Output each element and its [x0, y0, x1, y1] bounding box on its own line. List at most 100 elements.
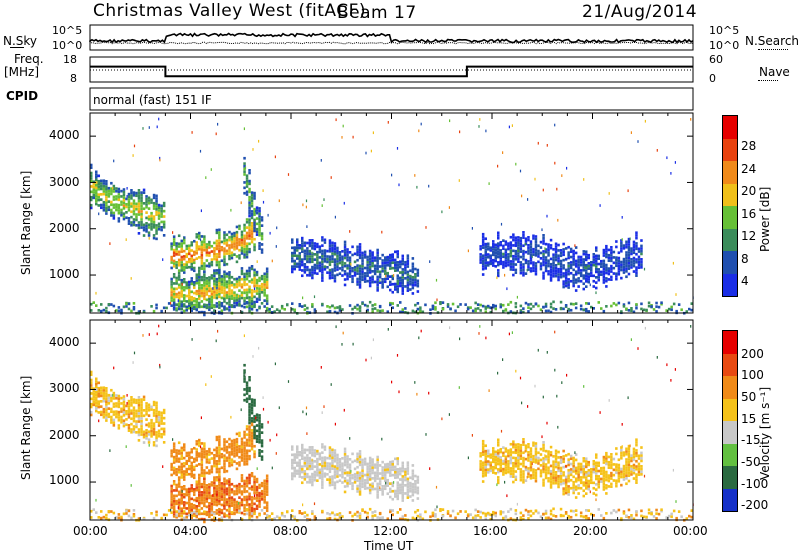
heatmap-cell — [250, 401, 254, 404]
heatmap-cell — [130, 409, 133, 413]
heatmap-cell — [527, 268, 530, 271]
heatmap-cell — [381, 264, 384, 268]
heatmap-cell — [183, 255, 186, 258]
heatmap-cell — [198, 476, 201, 480]
heatmap-cell — [240, 291, 244, 294]
heatmap-cell — [635, 478, 638, 482]
heatmap-cell — [293, 466, 297, 470]
heatmap-cell — [112, 413, 116, 416]
heatmap-cell — [579, 468, 583, 471]
heatmap-cell — [539, 308, 543, 312]
heatmap-cell — [376, 254, 379, 257]
heatmap-cell — [527, 445, 530, 449]
heatmap-cell — [620, 470, 623, 474]
heatmap-cell — [625, 452, 628, 456]
heatmap-cell — [605, 305, 608, 308]
heatmap-cell — [389, 482, 392, 485]
heatmap-cell — [376, 280, 379, 284]
heatmap-cell — [303, 254, 307, 258]
heatmap-cell — [296, 464, 299, 467]
heatmap-cell — [183, 249, 186, 253]
heatmap-cell — [190, 467, 194, 470]
heatmap-cell — [630, 266, 633, 269]
heatmap-cell — [585, 492, 588, 495]
heatmap-cell — [504, 251, 508, 254]
heatmap-cell — [258, 215, 261, 218]
heatmap-cell — [487, 449, 490, 453]
heatmap-cell — [620, 268, 623, 272]
heatmap-cell — [135, 422, 138, 426]
heatmap-cell — [406, 273, 410, 276]
heatmap-cell — [291, 241, 294, 244]
heatmap-cell — [97, 394, 101, 398]
heatmap-cell — [348, 269, 352, 273]
heatmap-cell — [572, 475, 575, 479]
heatmap-cell — [291, 246, 294, 250]
heatmap-cell — [542, 255, 545, 259]
heatmap-cell — [376, 256, 379, 260]
heatmap-cell — [527, 306, 530, 309]
heatmap-cell — [544, 248, 548, 251]
heatmap-cell — [235, 239, 239, 242]
heatmap-cell — [348, 463, 352, 467]
heatmap-cell — [296, 450, 299, 454]
heatmap-cell — [122, 207, 126, 210]
heatmap-cell — [376, 286, 379, 289]
heatmap-cell — [484, 242, 488, 246]
heatmap-cell — [248, 410, 251, 414]
heatmap-cell — [544, 250, 548, 254]
heatmap-cell — [564, 483, 568, 487]
heatmap-cell — [366, 269, 369, 272]
heatmap-cell — [250, 281, 254, 284]
heatmap-cell — [479, 452, 482, 455]
heatmap-cell — [361, 254, 364, 257]
heatmap-cell — [401, 268, 405, 271]
heatmap-cell — [306, 265, 309, 269]
heatmap-cell — [140, 215, 143, 219]
heatmap-cell — [522, 459, 525, 463]
chart-title: Christmas Valley West (fitACF) — [93, 1, 367, 21]
heatmap-cell — [296, 246, 299, 250]
heatmap-cell — [213, 293, 216, 297]
heatmap-cell — [341, 260, 344, 264]
heatmap-cell — [198, 444, 201, 447]
heatmap-cell — [600, 472, 603, 475]
heatmap-cell — [313, 451, 317, 455]
heatmap-cell — [250, 196, 254, 200]
heatmap-cell — [140, 207, 143, 211]
heatmap-cell — [155, 431, 158, 434]
heatmap-cell — [592, 255, 596, 259]
heatmap-cell — [338, 460, 342, 464]
heatmap-cell — [489, 469, 493, 473]
heatmap-cell — [595, 262, 598, 266]
heatmap-cell — [243, 433, 246, 437]
heatmap-cell — [210, 497, 214, 500]
heatmap-cell — [546, 144, 548, 147]
heatmap-cell — [132, 202, 136, 205]
heatmap-cell — [368, 467, 372, 471]
heatmap-cell — [102, 399, 106, 403]
heatmap-cell — [162, 441, 166, 444]
heatmap-cell — [95, 390, 98, 394]
heatmap-cell — [506, 287, 508, 291]
heatmap-cell — [308, 451, 312, 455]
heatmap-cell — [529, 240, 533, 243]
heatmap-cell — [602, 262, 606, 265]
heatmap-cell — [542, 459, 545, 463]
heatmap-cell — [205, 279, 209, 283]
heatmap-cell — [157, 222, 161, 226]
heatmap-cell — [105, 419, 108, 422]
heatmap-cell — [265, 297, 269, 300]
heatmap-cell — [557, 469, 560, 473]
heatmap-cell — [210, 298, 214, 302]
heatmap-cell — [620, 244, 623, 248]
heatmap-cell — [218, 231, 221, 234]
heatmap-cell — [569, 473, 573, 477]
heatmap-cell — [253, 305, 256, 309]
heatmap-cell — [381, 269, 384, 273]
heatmap-cell — [391, 468, 395, 472]
heatmap-cell — [343, 254, 347, 257]
heatmap-cell — [243, 444, 246, 447]
heatmap-cell — [318, 473, 322, 477]
heatmap-cell — [102, 187, 106, 191]
